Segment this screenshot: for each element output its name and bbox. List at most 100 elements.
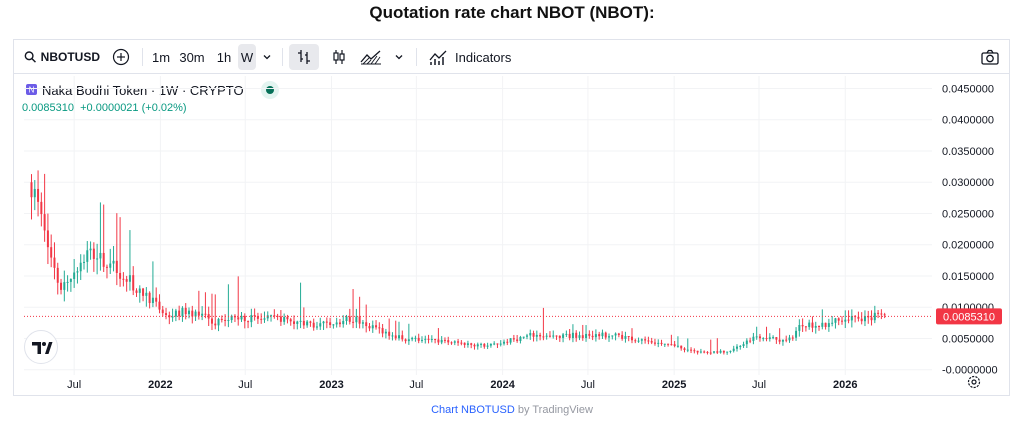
chart-type-dropdown[interactable] (390, 44, 408, 70)
interval-30m[interactable]: 30m (179, 49, 205, 65)
candle-body (870, 317, 873, 321)
candle-body (207, 314, 210, 319)
snapshot-button[interactable] (977, 44, 1003, 70)
candle-body (151, 297, 154, 304)
x-tick-label: 2022 (148, 379, 172, 391)
area-style-button[interactable] (358, 44, 384, 70)
candle-body (286, 317, 289, 320)
chevron-down-icon (263, 55, 271, 60)
candle-body (53, 257, 56, 268)
candle-body (391, 335, 394, 337)
candle-body (532, 333, 535, 337)
candle-body (145, 292, 148, 296)
footer-by-text: by TradingView (517, 404, 593, 416)
candle-body (270, 315, 273, 317)
x-tick-label: 2023 (319, 379, 343, 391)
y-tick-label: 0.0050000 (942, 333, 994, 345)
candle-body (201, 313, 204, 316)
candle-body (857, 316, 860, 319)
candle-body (788, 337, 791, 341)
candle-body (384, 331, 387, 334)
candle-body (516, 339, 519, 341)
candle-body (867, 316, 870, 318)
candle-body (440, 339, 443, 343)
symbol-search[interactable]: NBOTUSD (20, 44, 100, 70)
candles-button[interactable] (327, 44, 351, 70)
candle-body (69, 279, 72, 282)
candle-body (621, 334, 624, 339)
candle-body (758, 336, 761, 339)
tradingview-logo[interactable] (24, 330, 58, 364)
candle-body (480, 343, 483, 345)
candle-body (650, 341, 653, 343)
candle-body (558, 335, 561, 338)
candle-body (128, 275, 131, 282)
symbol-logo-icon: N (26, 84, 37, 95)
indicators-label: Indicators (455, 49, 512, 65)
x-tick-label: Jul (238, 379, 252, 391)
interval-w[interactable]: W (238, 44, 256, 70)
candle-body (562, 334, 565, 338)
bar-style-button[interactable] (289, 44, 319, 70)
search-icon (24, 51, 36, 63)
candle-body (348, 316, 351, 322)
candle-body (575, 332, 578, 338)
candle-body (194, 311, 197, 317)
candle-body (749, 340, 752, 342)
candle-body (60, 282, 63, 290)
compare-button[interactable] (108, 44, 134, 70)
candle-body (168, 315, 171, 318)
interval-dropdown[interactable] (258, 44, 276, 70)
candle-body (814, 325, 817, 328)
price-axis: 0.0450000 0.0400000 0.0350000 0.0300000 0.02… (24, 83, 1002, 377)
candle-body (565, 333, 568, 335)
candle-body (512, 338, 515, 340)
candle-body (837, 318, 840, 321)
y-tick-label: -0.0000000 (942, 365, 998, 377)
candle-body (762, 338, 765, 340)
candle-body (132, 275, 135, 291)
candle-body (115, 260, 118, 274)
y-tick-label: 0.0200000 (942, 240, 994, 252)
candle-body (358, 316, 361, 324)
candle-body (283, 317, 286, 322)
candle-body (844, 319, 847, 322)
candle-body (499, 343, 502, 345)
candle-body (568, 333, 571, 338)
indicators-button[interactable]: Indicators (424, 44, 514, 70)
candle-body (608, 336, 611, 338)
candle-body (404, 339, 407, 342)
candle-body (686, 349, 689, 351)
candle-body (361, 322, 364, 324)
interval-1h[interactable]: 1h (216, 49, 232, 65)
candle-body (716, 351, 719, 353)
interval-1m[interactable]: 1m (151, 49, 171, 65)
candle-body (772, 337, 775, 339)
settings-icon[interactable] (967, 375, 981, 389)
candle-body (585, 333, 588, 339)
candle-body (371, 325, 374, 329)
candle-body (676, 345, 679, 347)
toolbar-divider (142, 48, 143, 66)
candle-body (709, 352, 712, 354)
chevron-down-icon (395, 55, 403, 60)
chart-canvas[interactable]: 0.0450000 0.0400000 0.0350000 0.0300000 0.02… (14, 40, 1009, 395)
candle-body (818, 325, 821, 327)
candle-body (250, 315, 253, 323)
candle-body (735, 346, 738, 349)
candle-body (178, 310, 181, 317)
candle-body (96, 258, 99, 260)
candle-body (381, 328, 384, 334)
candle-body (325, 321, 328, 323)
candle-body (863, 316, 866, 322)
candle-body (578, 335, 581, 338)
candle-body (299, 320, 302, 322)
candle-body (827, 323, 830, 327)
candle-body (453, 341, 456, 343)
candle-body (342, 320, 345, 325)
footer-chart-link[interactable]: Chart NBOTUSD (431, 404, 515, 416)
candle-body (306, 321, 309, 326)
candle-body (447, 340, 450, 343)
candle-body (89, 248, 92, 251)
chart-widget: NBOTUSD 1m 30m 1h W Indicators (13, 39, 1010, 396)
